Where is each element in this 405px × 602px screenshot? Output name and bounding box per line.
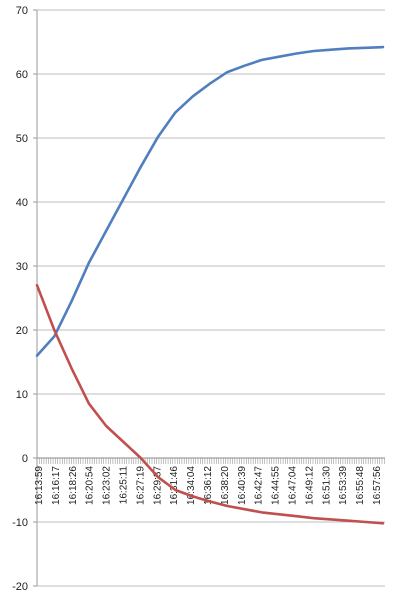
x-tick-label: 16:25:11 <box>119 466 130 505</box>
y-tick-label: 70 <box>16 5 28 17</box>
series-lines <box>35 45 385 525</box>
x-tick-label: 16:29:37 <box>152 466 163 505</box>
x-tick-label: 16:34:04 <box>186 466 197 505</box>
y-tick-label: -10 <box>12 517 28 529</box>
x-tick-label: 16:40:39 <box>237 466 248 505</box>
x-tick-label: 16:57:56 <box>372 466 383 505</box>
y-tick-label: -20 <box>12 581 28 593</box>
y-tick-label: 50 <box>16 133 28 145</box>
y-tick-label: 40 <box>16 197 28 209</box>
y-tick-label: 60 <box>16 69 28 81</box>
x-tick-label: 16:23:02 <box>102 466 113 505</box>
x-tick-label: 16:49:12 <box>304 466 315 505</box>
y-axis-tick-labels: -20 -10 0 10 20 30 40 50 60 70 <box>12 5 28 593</box>
x-axis-tick-labels: 16:13:59 16:16:17 16:18:26 16:20:54 16:23:02… <box>34 466 383 505</box>
x-tick-label: 16:18:26 <box>68 466 79 505</box>
x-tick-label: 16:44:55 <box>271 466 282 505</box>
y-tick-label: 0 <box>22 453 28 465</box>
y-tick-label: 10 <box>16 389 28 401</box>
x-tick-label: 16:55:48 <box>355 466 366 505</box>
y-tick-label: 30 <box>16 261 28 273</box>
x-tick-label: 16:27:19 <box>135 466 146 505</box>
x-tick-label: 16:31:46 <box>169 466 180 505</box>
x-tick-label: 16:36:12 <box>203 466 214 505</box>
series-line-1 <box>35 45 385 357</box>
x-axis <box>36 457 385 464</box>
series-line-2 <box>35 283 385 525</box>
x-tick-label: 16:13:59 <box>34 466 45 505</box>
x-tick-label: 16:51:30 <box>321 466 332 505</box>
x-tick-label: 16:16:17 <box>51 466 62 505</box>
x-tick-label: 16:47:04 <box>288 466 299 505</box>
x-tick-label: 16:53:39 <box>338 466 349 505</box>
x-tick-label: 16:20:54 <box>85 466 96 505</box>
x-tick-label: 16:38:20 <box>220 466 231 505</box>
x-tick-label: 16:42:47 <box>254 466 265 505</box>
y-tick-label: 20 <box>16 325 28 337</box>
